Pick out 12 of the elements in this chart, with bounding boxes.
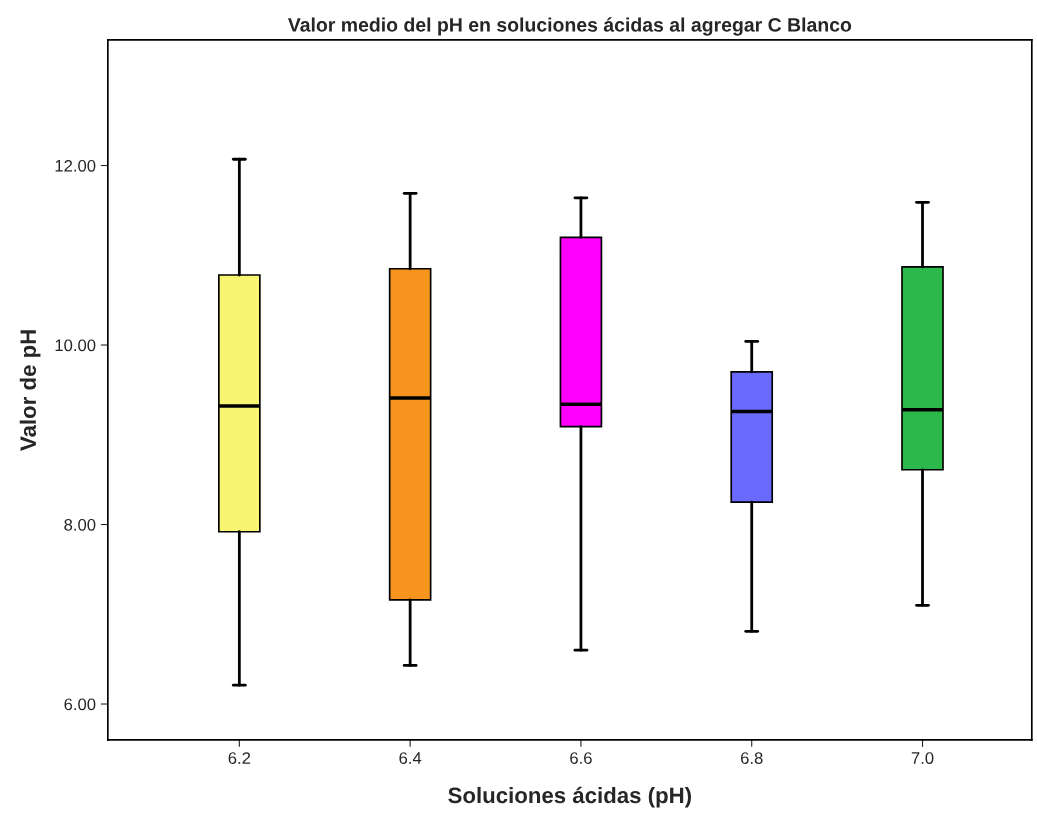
y-axis-title: Valor de pH xyxy=(19,330,41,451)
y-tick-label: 10.00 xyxy=(55,339,96,352)
y-tick-label: 8.00 xyxy=(64,518,96,531)
x-axis-title: Soluciones ácidas (pH) xyxy=(448,786,691,808)
x-tick-label: 6.4 xyxy=(399,752,422,764)
y-tick-label: 6.00 xyxy=(64,698,96,711)
x-tick-label: 6.6 xyxy=(570,752,592,764)
x-tick-label: 6.8 xyxy=(740,752,763,764)
x-tick-label: 7.0 xyxy=(911,752,934,764)
chart-title: Valor medio del pH en soluciones ácidas al agregar C Blanco xyxy=(287,17,852,36)
x-tick-label: 6.2 xyxy=(228,752,251,764)
y-tick-label: 12.00 xyxy=(55,159,96,172)
